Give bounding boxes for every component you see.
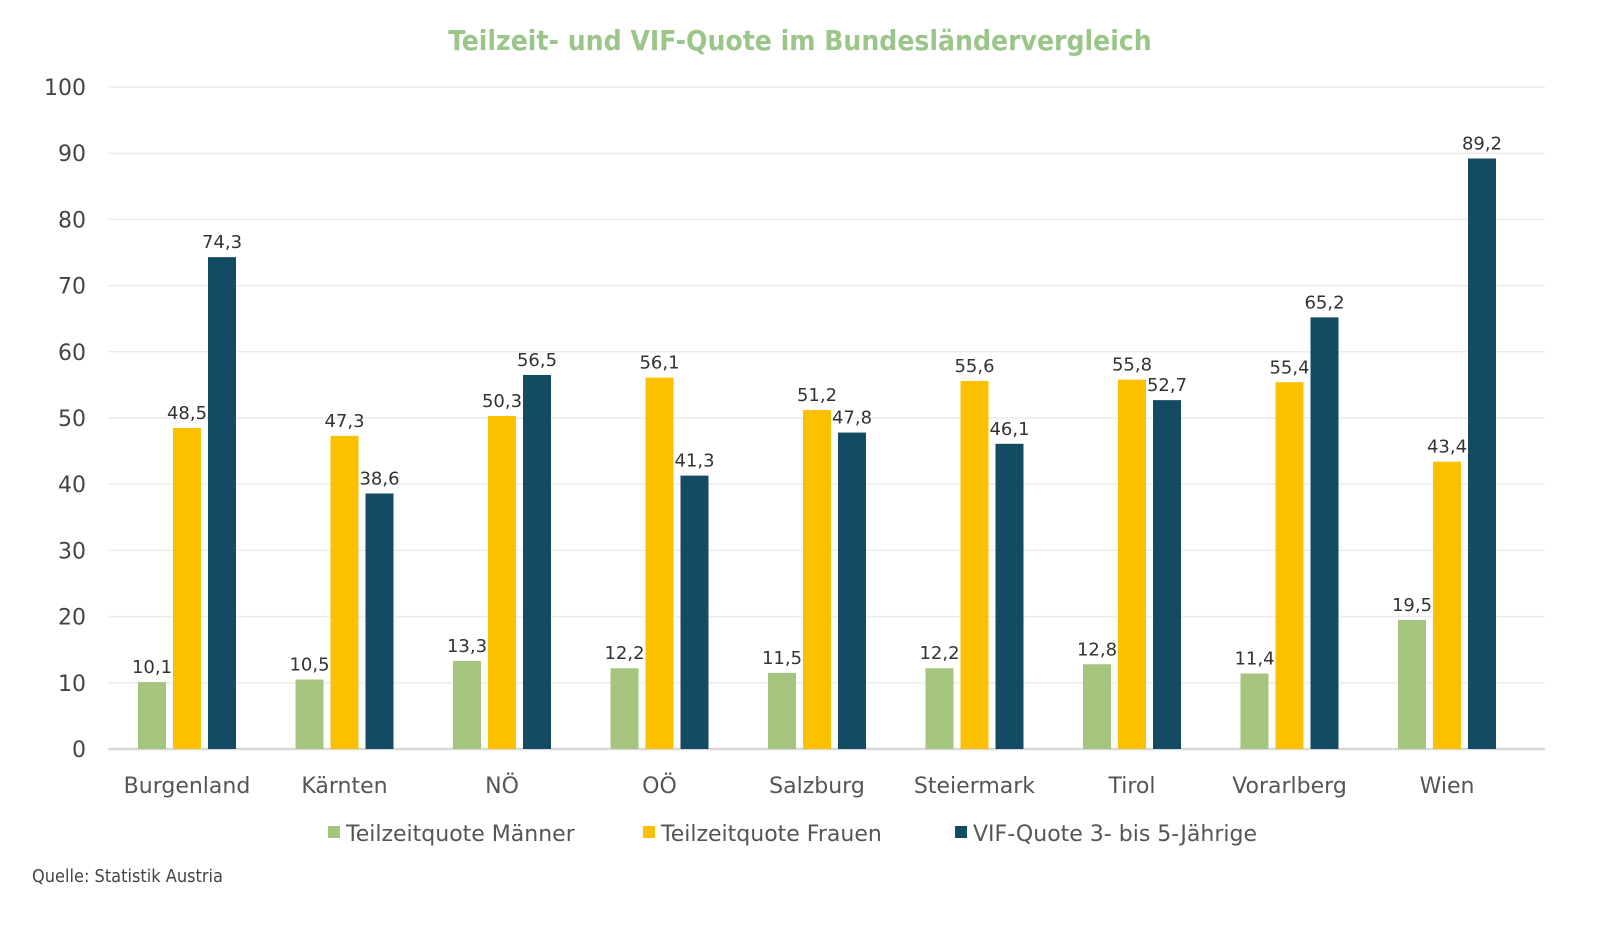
y-tick-label: 100 xyxy=(44,76,86,101)
bar xyxy=(1433,461,1461,749)
bar xyxy=(645,377,674,749)
bar xyxy=(925,668,954,749)
x-tick-label: Kärnten xyxy=(301,774,387,799)
bar xyxy=(1398,619,1426,749)
data-label: 51,2 xyxy=(797,385,837,406)
chart-title: Teilzeit- und VIF-Quote im Bundesländerv… xyxy=(448,24,1152,57)
data-label: 11,5 xyxy=(762,648,802,669)
data-label: 13,3 xyxy=(447,636,487,657)
data-label: 47,8 xyxy=(832,408,872,429)
data-label: 12,2 xyxy=(604,643,644,664)
data-label: 11,4 xyxy=(1234,649,1274,670)
legend-label: Teilzeitquote Frauen xyxy=(660,822,882,847)
bar xyxy=(768,672,796,749)
data-label: 19,5 xyxy=(1392,595,1432,616)
bar xyxy=(523,374,551,749)
data-label: 38,6 xyxy=(359,468,399,489)
y-tick-label: 30 xyxy=(58,539,86,564)
bar xyxy=(1118,379,1146,749)
x-tick-label: Vorarlberg xyxy=(1232,774,1347,799)
bar xyxy=(803,410,831,749)
x-tick-label: Salzburg xyxy=(769,774,865,799)
bar xyxy=(995,443,1024,749)
bar xyxy=(1083,664,1111,749)
y-tick-label: 20 xyxy=(58,606,86,631)
bar xyxy=(330,435,359,749)
bar xyxy=(960,380,989,749)
bar xyxy=(173,427,201,749)
y-tick-label: 70 xyxy=(58,275,86,300)
data-label: 43,4 xyxy=(1427,437,1467,458)
data-label: 10,5 xyxy=(289,654,329,675)
data-label: 55,8 xyxy=(1112,355,1152,376)
bar xyxy=(680,475,709,749)
y-tick-label: 0 xyxy=(72,738,86,763)
bar xyxy=(488,416,516,749)
data-label: 56,5 xyxy=(517,350,557,371)
data-label: 74,3 xyxy=(202,232,242,253)
data-label: 52,7 xyxy=(1147,375,1187,396)
x-tick-label: NÖ xyxy=(485,773,519,799)
bar xyxy=(365,493,394,749)
x-tick-label: Steiermark xyxy=(914,774,1035,799)
legend-swatch xyxy=(955,826,967,838)
legend-label: Teilzeitquote Männer xyxy=(345,822,576,847)
bar xyxy=(453,660,481,749)
x-tick-label: Tirol xyxy=(1107,774,1155,799)
data-label: 47,3 xyxy=(324,411,364,432)
data-label: 41,3 xyxy=(674,451,714,472)
bar xyxy=(610,668,639,749)
y-tick-label: 50 xyxy=(58,407,86,432)
data-label: 89,2 xyxy=(1462,133,1502,154)
data-label: 65,2 xyxy=(1304,292,1344,313)
bar xyxy=(208,257,236,749)
bar xyxy=(295,679,324,749)
bar xyxy=(838,432,866,749)
legend-swatch xyxy=(328,826,340,838)
bar xyxy=(1153,400,1181,749)
y-tick-label: 40 xyxy=(58,473,86,498)
legend-label: VIF-Quote 3- bis 5-Jährige xyxy=(973,822,1257,847)
data-label: 56,1 xyxy=(639,353,679,374)
x-tick-label: OÖ xyxy=(642,773,677,799)
data-label: 55,4 xyxy=(1269,357,1309,378)
y-tick-label: 80 xyxy=(58,208,86,233)
bar xyxy=(1468,158,1496,750)
bar xyxy=(1240,673,1269,749)
bar xyxy=(1310,317,1339,749)
legend-swatch xyxy=(643,826,655,838)
x-tick-label: Wien xyxy=(1420,774,1475,799)
data-label: 50,3 xyxy=(482,391,522,412)
y-tick-label: 60 xyxy=(58,341,86,366)
bar xyxy=(1275,382,1304,749)
y-tick-label: 10 xyxy=(58,672,86,697)
data-label: 12,8 xyxy=(1077,639,1117,660)
data-label: 10,1 xyxy=(132,657,172,678)
data-label: 12,2 xyxy=(919,643,959,664)
data-label: 46,1 xyxy=(989,419,1029,440)
source-note: Quelle: Statistik Austria xyxy=(32,866,223,887)
bar xyxy=(138,682,166,749)
x-tick-label: Burgenland xyxy=(124,774,251,799)
data-label: 48,5 xyxy=(167,403,207,424)
y-tick-label: 90 xyxy=(58,142,86,167)
data-label: 55,6 xyxy=(954,356,994,377)
